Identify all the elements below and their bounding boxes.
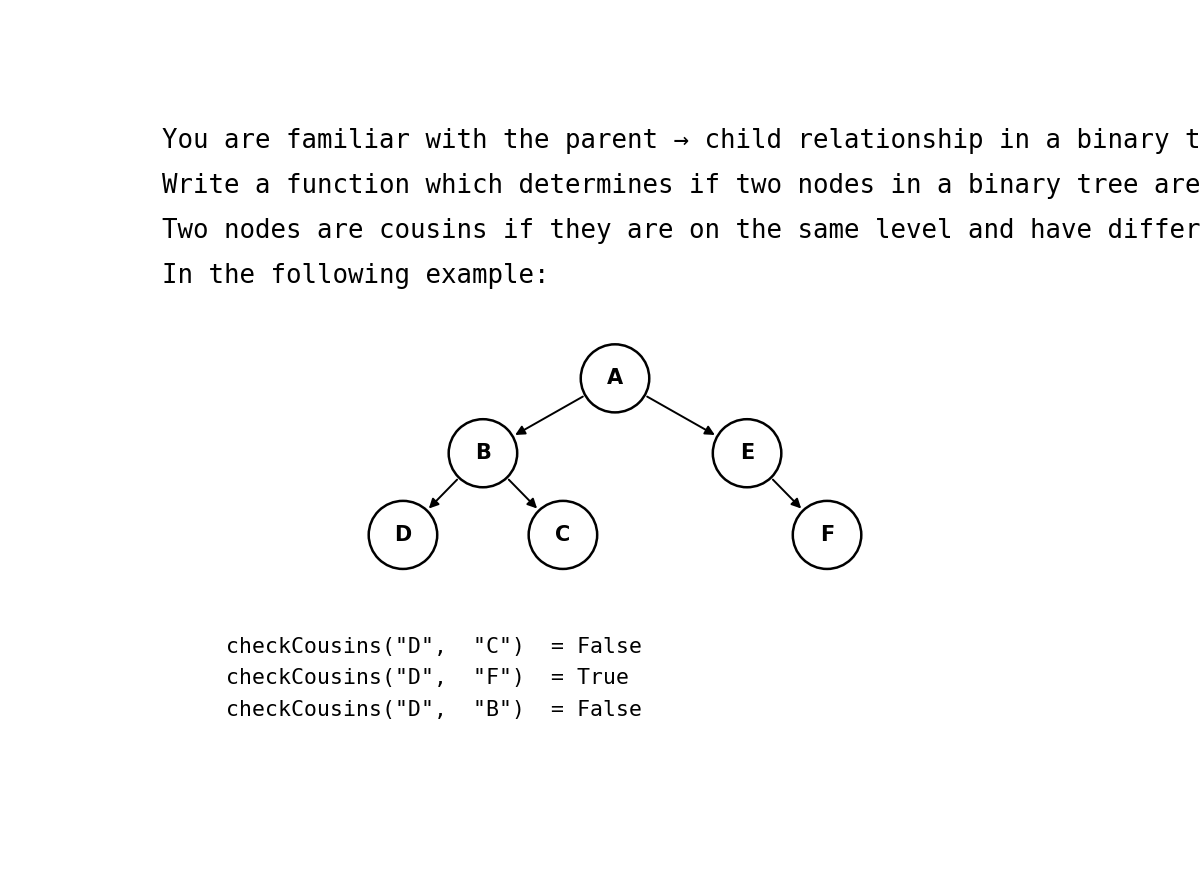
Ellipse shape [449, 419, 517, 487]
Text: checkCousins("D",  "C")  = False: checkCousins("D", "C") = False [227, 637, 642, 657]
Text: F: F [820, 525, 834, 545]
Text: checkCousins("D",  "F")  = True: checkCousins("D", "F") = True [227, 668, 629, 689]
Text: You are familiar with the parent → child relationship in a binary tree.: You are familiar with the parent → child… [162, 128, 1200, 154]
Text: D: D [395, 525, 412, 545]
Text: In the following example:: In the following example: [162, 263, 550, 289]
Text: B: B [475, 443, 491, 463]
Text: A: A [607, 369, 623, 388]
Text: checkCousins("D",  "B")  = False: checkCousins("D", "B") = False [227, 699, 642, 720]
Ellipse shape [793, 501, 862, 569]
Text: E: E [740, 443, 754, 463]
Text: Two nodes are cousins if they are on the same level and have different parents.: Two nodes are cousins if they are on the… [162, 217, 1200, 244]
Ellipse shape [713, 419, 781, 487]
Ellipse shape [368, 501, 437, 569]
Ellipse shape [581, 344, 649, 412]
Text: C: C [556, 525, 570, 545]
Ellipse shape [529, 501, 598, 569]
Text: Write a function which determines if two nodes in a binary tree are: Write a function which determines if two… [162, 172, 1200, 199]
